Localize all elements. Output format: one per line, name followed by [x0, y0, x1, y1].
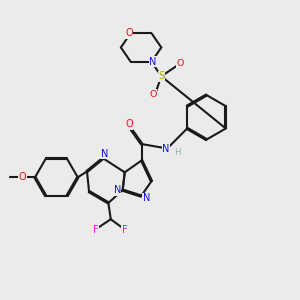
Text: N: N [101, 149, 108, 159]
Text: S: S [158, 71, 165, 81]
Text: F: F [122, 225, 127, 235]
Text: O: O [149, 90, 157, 99]
Text: N: N [162, 143, 169, 154]
Text: O: O [176, 59, 183, 68]
Text: F: F [93, 225, 99, 235]
Text: O: O [19, 172, 26, 182]
Text: N: N [149, 57, 157, 67]
Text: O: O [125, 119, 133, 129]
Text: N: N [114, 185, 121, 195]
Text: H: H [174, 148, 181, 157]
Text: N: N [143, 194, 150, 203]
Text: O: O [125, 28, 133, 38]
